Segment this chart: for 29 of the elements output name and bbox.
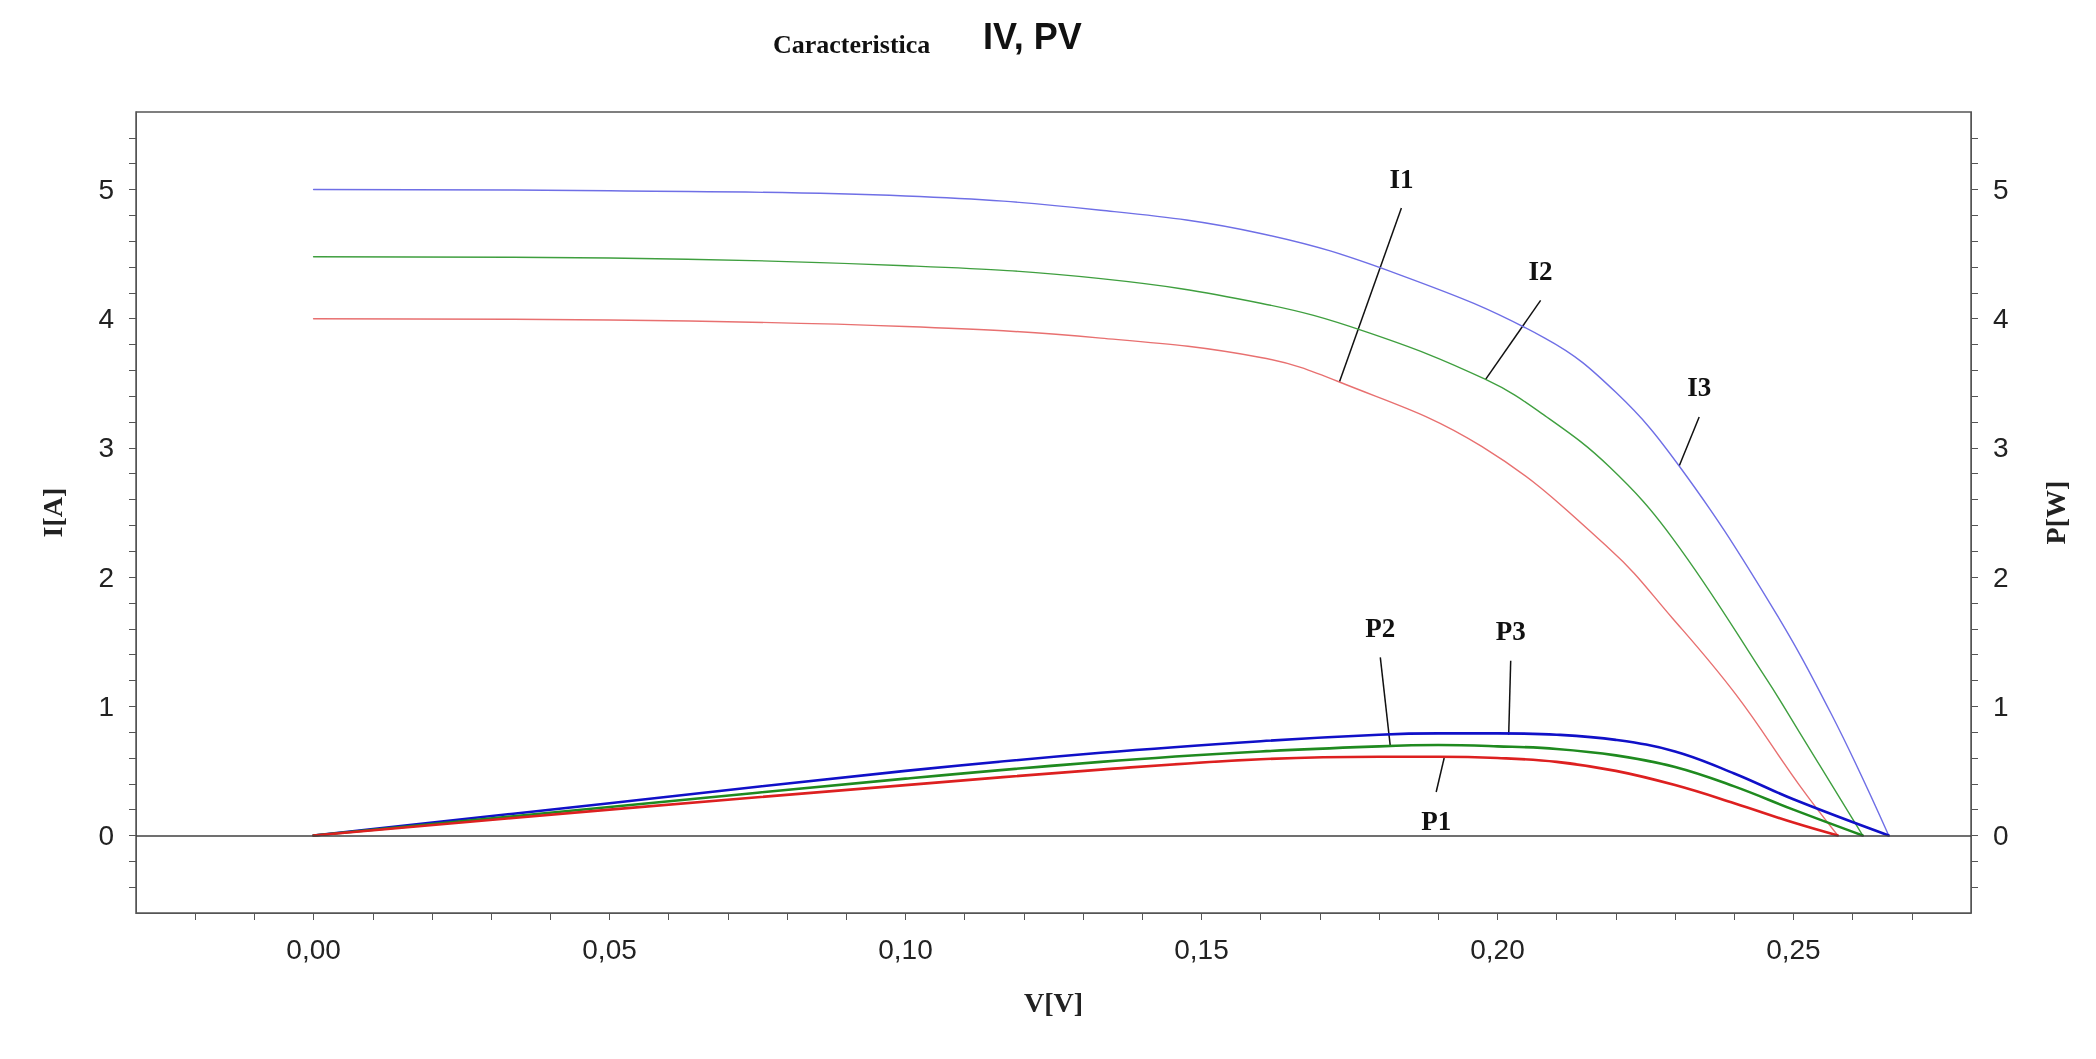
y2-axis-title: P[W]	[2039, 480, 2071, 545]
x-tick-label: 0,25	[1766, 933, 1821, 965]
y2-tick-label: 2	[1993, 561, 2009, 593]
x-tick-label: 0,15	[1174, 933, 1229, 965]
y2-tick-label: 1	[1993, 690, 2009, 722]
y-tick-label: 4	[98, 303, 114, 335]
y2-tick-label: 5	[1993, 174, 2009, 206]
chart-title: Caracteristica	[773, 29, 931, 59]
y-tick-label: 0	[98, 819, 114, 851]
y-tick-label: 3	[98, 432, 114, 464]
annotation: P2	[1365, 612, 1396, 643]
annotation: I3	[1687, 372, 1712, 403]
chart-subtitle: IV, PV	[983, 15, 1082, 57]
annotation: I1	[1389, 163, 1414, 194]
y2-tick-label: 0	[1993, 819, 2009, 851]
y2-tick-label: 4	[1993, 303, 2009, 335]
annotation: I2	[1528, 255, 1553, 286]
x-tick-label: 0,05	[582, 933, 637, 965]
y2-tick-label: 3	[1993, 432, 2009, 464]
y-axis-title: I[A]	[36, 487, 68, 538]
x-tick-label: 0,20	[1470, 933, 1525, 965]
y-tick-label: 2	[98, 561, 114, 593]
y-tick-label: 5	[98, 174, 114, 206]
x-tick-label: 0,10	[878, 933, 933, 965]
x-axis-title: V[V]	[1023, 986, 1084, 1018]
annotation: P1	[1421, 806, 1452, 837]
y-tick-label: 1	[98, 690, 114, 722]
x-tick-label: 0,00	[286, 933, 341, 965]
annotation: P3	[1495, 616, 1526, 647]
